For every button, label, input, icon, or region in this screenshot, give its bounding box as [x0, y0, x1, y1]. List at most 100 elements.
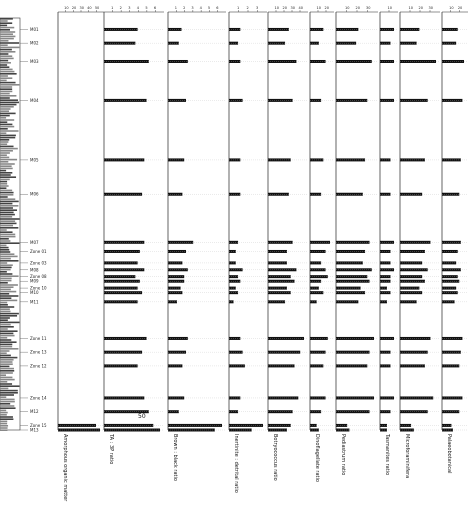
bar: [268, 428, 287, 432]
strat-layer: [0, 46, 20, 49]
strat-layer: [0, 211, 14, 214]
bar: [442, 41, 457, 45]
strat-layer: [0, 110, 10, 112]
bar: [229, 59, 241, 63]
sample-label: Zone 10: [30, 286, 47, 291]
bar: [310, 249, 326, 253]
bar: [336, 423, 348, 427]
scale-tick-label: 20: [419, 6, 423, 10]
strat-layer: [0, 299, 18, 302]
bar: [268, 249, 287, 253]
scale-tick-label: 3: [128, 6, 130, 10]
scale-tick-label: 2: [183, 6, 185, 10]
scale-tick-label: 5: [145, 6, 147, 10]
strat-layer: [0, 301, 8, 304]
bar: [104, 249, 140, 253]
bar: [168, 336, 188, 340]
scale-tick-label: 20: [458, 6, 462, 10]
strat-layer: [0, 59, 9, 62]
strat-layer: [0, 97, 10, 99]
strat-layer: [0, 343, 13, 346]
bar: [229, 261, 236, 265]
strat-layer: [0, 90, 13, 93]
strat-layer: [0, 139, 10, 141]
bar: [400, 291, 423, 295]
strat-layer: [0, 356, 18, 359]
strat-layer: [0, 282, 8, 284]
sample-label: M04: [30, 98, 39, 103]
bar: [268, 396, 299, 400]
strat-layer: [0, 361, 13, 363]
strat-layer: [0, 81, 16, 84]
strat-layer: [0, 407, 16, 409]
strat-layer: [0, 367, 14, 370]
column-name: TA : 3P ratio: [108, 433, 114, 464]
bar: [336, 300, 359, 304]
strat-layer: [0, 257, 11, 260]
bar: [268, 261, 287, 265]
bar: [229, 364, 245, 368]
scale-tick-label: 10: [317, 6, 321, 10]
strat-layer: [0, 354, 11, 357]
column-name: Pediastrum ratio: [340, 434, 346, 475]
strat-layer: [0, 244, 7, 247]
sample-label: M01: [30, 27, 39, 32]
bar: [310, 396, 326, 400]
strat-layer: [0, 251, 11, 253]
bar: [268, 291, 291, 295]
column-6: 10 20 30: [335, 6, 378, 432]
bar: [380, 275, 391, 279]
column-name: Botryococcus ratio: [272, 434, 278, 481]
sample-label: M09: [30, 279, 39, 284]
strat-layer: [0, 222, 17, 225]
sample-label: Zone 11: [30, 336, 47, 341]
bar: [310, 423, 317, 427]
strat-layer: [0, 209, 18, 211]
strat-layer: [0, 376, 13, 379]
strat-layer: [0, 189, 13, 192]
bar: [104, 41, 136, 45]
sample-label: Zone 14: [30, 395, 47, 400]
strat-layer: [0, 53, 9, 55]
strat-layer: [0, 341, 17, 343]
column-0: 10 20 30 40 50: [57, 6, 104, 432]
strat-layer: [0, 26, 15, 29]
strat-layer: [0, 321, 20, 324]
bar: [268, 275, 291, 279]
bar: [268, 279, 295, 283]
strat-layer: [0, 108, 11, 110]
strat-layer: [0, 420, 8, 423]
scale-tick-label: 20: [72, 6, 76, 10]
strat-layer: [0, 332, 14, 335]
sample-label: M13: [30, 428, 39, 433]
bar: [310, 279, 322, 283]
strat-layer: [0, 29, 10, 31]
strat-layer: [0, 152, 10, 154]
strat-layer: [0, 385, 20, 387]
strat-layer: [0, 286, 14, 288]
strat-layer: [0, 242, 20, 244]
strat-layer: [0, 425, 9, 427]
scale-tick-label: 30: [429, 6, 433, 10]
strat-layer: [0, 35, 16, 38]
bar: [168, 41, 179, 45]
strat-layer: [0, 271, 7, 273]
strat-layer: [0, 143, 8, 145]
sample-label: M03: [30, 59, 39, 64]
column-name: Inertinite : detrital ratio: [233, 434, 239, 493]
bar: [229, 336, 241, 340]
strat-layer: [0, 334, 15, 337]
column-name: Brown : black ratio: [172, 434, 178, 481]
strat-layer: [0, 101, 19, 104]
bar: [168, 291, 183, 295]
strat-layer: [0, 172, 13, 174]
strat-layer: [0, 218, 20, 220]
strat-layer: [0, 123, 13, 126]
column-name: Microforaminifera: [404, 434, 410, 478]
strat-layer: [0, 136, 16, 139]
bar: [380, 291, 391, 295]
bar: [168, 410, 179, 414]
strat-layer: [0, 427, 8, 429]
bar: [268, 364, 295, 368]
sample-label: Zone 08: [30, 274, 47, 279]
